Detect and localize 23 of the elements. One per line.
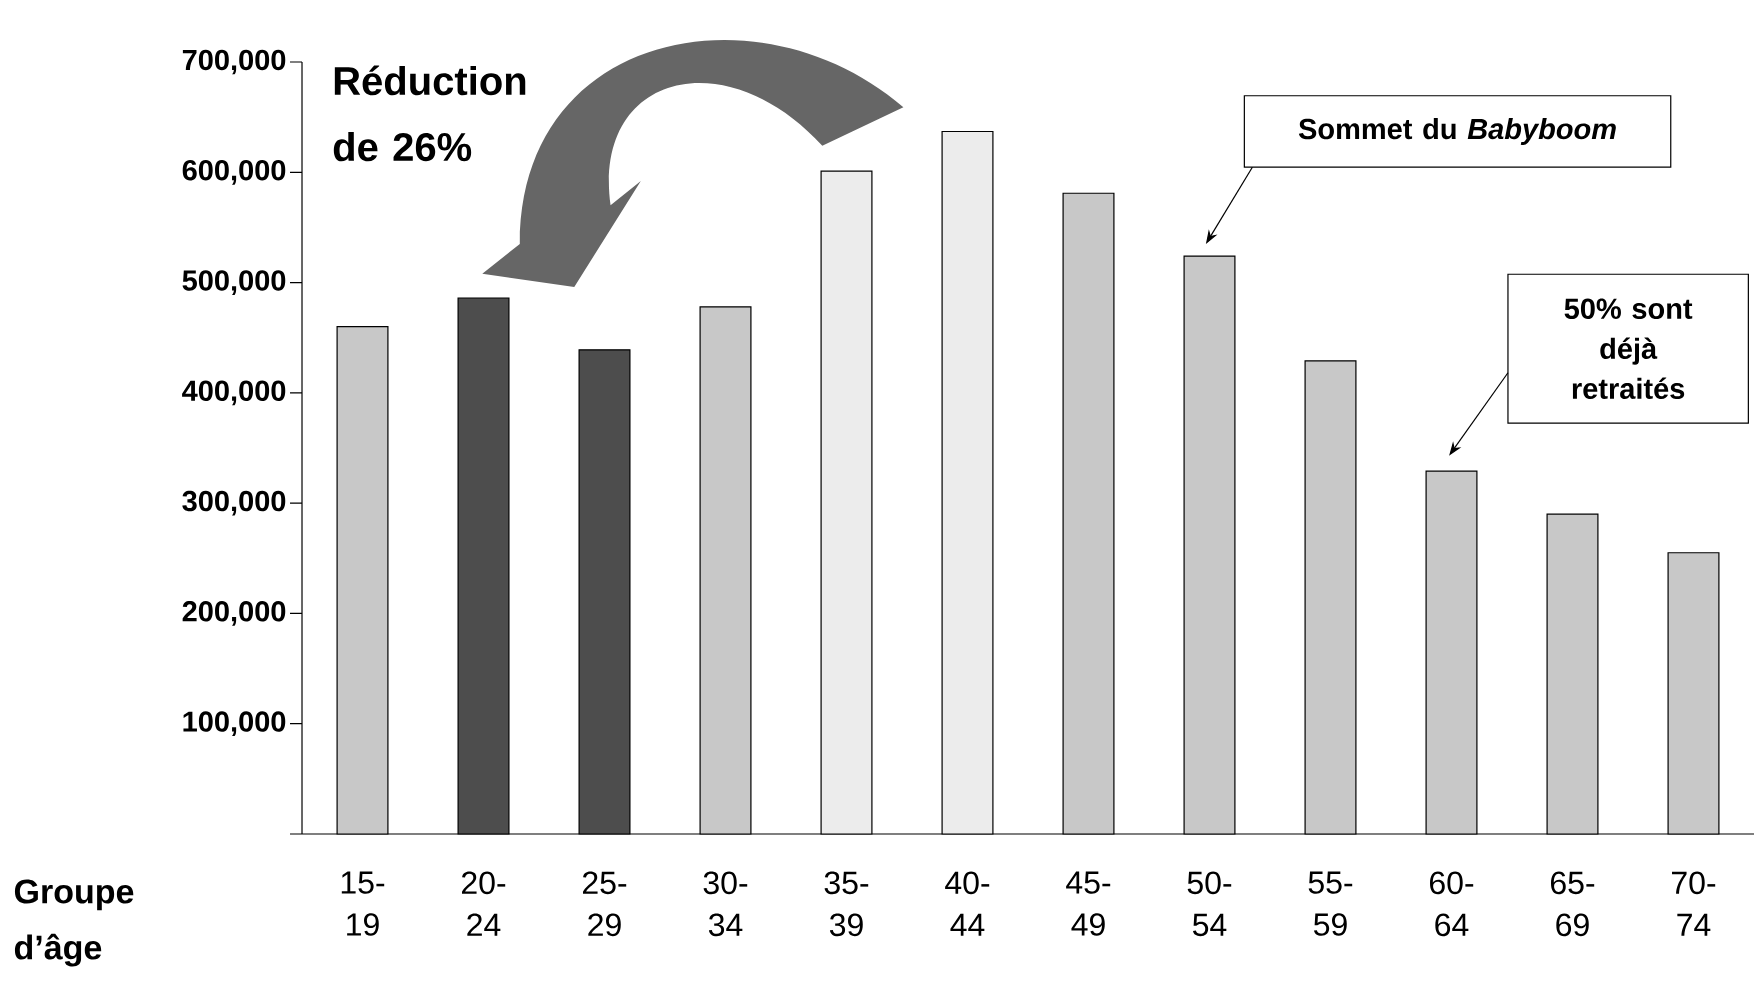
y-tick-label: 600,000 <box>182 159 286 185</box>
x-tick-label: 35-39 <box>824 871 869 937</box>
y-tick-label: 400,000 <box>182 380 286 406</box>
x-tick-label: 55-59 <box>1308 871 1353 936</box>
x-tick-label: 45-49 <box>1066 871 1111 936</box>
x-axis-title: Groupe d’âge <box>14 879 134 967</box>
y-tick-label: 700,000 <box>182 49 286 75</box>
x-tick-label: 25-29 <box>582 871 627 937</box>
x-tick-label: 65-69 <box>1551 871 1595 937</box>
y-tick-label: 200,000 <box>182 601 286 626</box>
annotation: Sommet du Babyboom <box>1298 117 1616 145</box>
x-tick-label: 20-24 <box>462 871 506 936</box>
x-tick-label: 30-34 <box>703 871 748 937</box>
y-tick-label: 500,000 <box>182 270 286 295</box>
x-tick-label: 15-19 <box>341 871 385 936</box>
x-tick-label: 60-64 <box>1430 871 1474 937</box>
x-tick-label: 40-44 <box>945 871 990 936</box>
y-tick-label: 300,000 <box>182 490 286 516</box>
x-tick-label: 50-54 <box>1187 871 1232 937</box>
annotation: Réduction de 26% <box>333 65 526 162</box>
x-tick-label: 70-74 <box>1672 871 1716 936</box>
annotation: 50% sont déjà retraités <box>1564 298 1693 399</box>
y-tick-label: 100,000 <box>183 711 286 737</box>
